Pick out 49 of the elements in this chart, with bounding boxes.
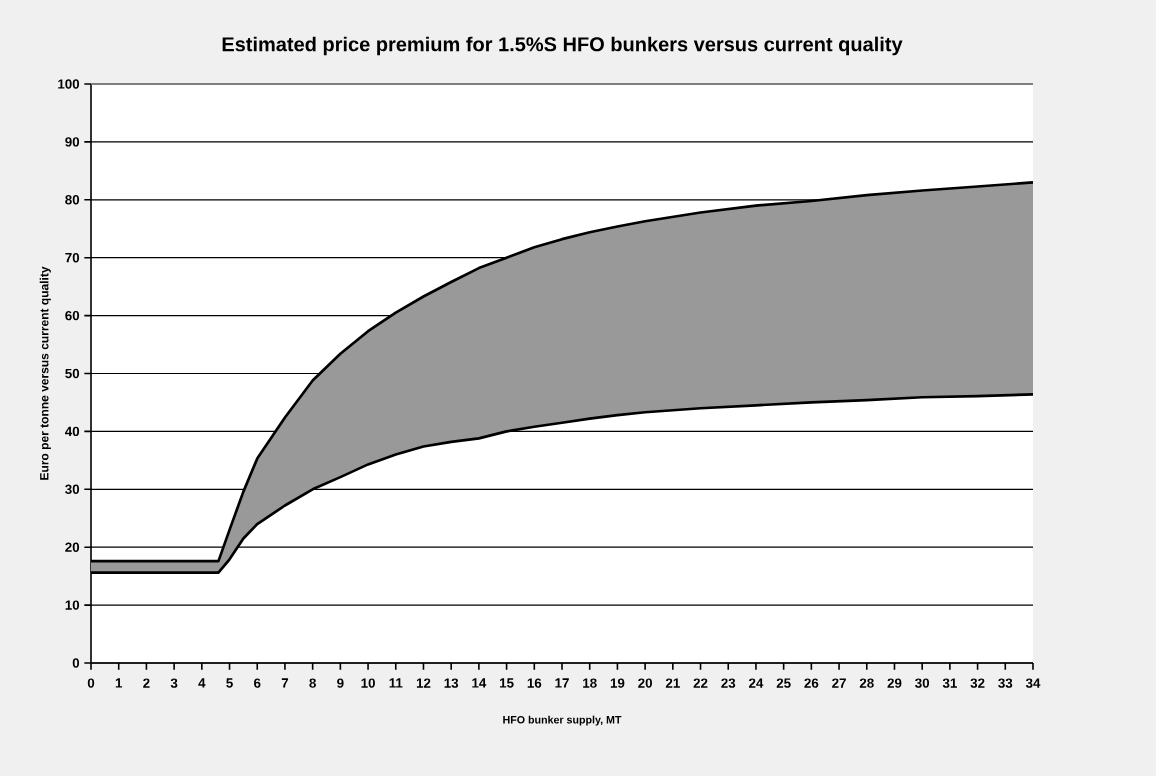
y-tick-label: 10 [65,600,80,610]
y-tick-label: 70 [65,252,80,263]
x-tick-label: 15 [500,678,514,688]
x-tick-label: 14 [472,678,487,688]
y-tick-label: 60 [65,310,80,321]
x-tick-label: 33 [998,678,1013,688]
x-tick-label: 27 [832,678,846,688]
x-tick-label: 0 [87,678,95,688]
x-tick-label: 24 [748,678,764,688]
y-tick-label: 80 [65,195,80,205]
x-axis-title: HFO bunker supply, MT [503,715,622,726]
x-tick-label: 26 [804,678,819,688]
x-tick-label: 5 [226,678,233,688]
x-tick-label: 32 [970,678,985,688]
x-tick-label: 1 [115,678,123,688]
x-tick-label: 16 [527,678,542,688]
x-tick-label: 23 [721,678,736,688]
y-tick-label: 20 [65,542,80,552]
x-tick-label: 22 [693,678,708,688]
x-tick-label: 30 [915,678,930,688]
x-tick-label: 20 [638,678,652,688]
x-tick-label: 29 [887,678,902,688]
x-tick-label: 17 [555,678,569,688]
y-axis-title: Euro per tonne versus current quality [39,266,51,480]
y-tick-label: 100 [58,79,80,89]
x-tick-label: 2 [143,678,150,688]
chart-title: Estimated price premium for 1.5%S HFO bunkers versus current quality [222,36,903,56]
x-tick-label: 34 [1025,678,1041,688]
x-tick-label: 11 [389,678,403,688]
x-tick-label: 3 [170,678,178,688]
x-tick-label: 13 [444,678,459,688]
x-tick-label: 4 [198,678,206,688]
x-tick-label: 10 [361,678,375,688]
x-tick-label: 28 [859,678,874,688]
y-tick-label: 50 [65,368,80,379]
x-tick-label: 12 [416,678,431,688]
x-tick-label: 7 [281,678,289,688]
x-tick-label: 25 [776,678,791,688]
y-tick-label: 30 [65,484,80,495]
x-tick-label: 6 [254,678,261,688]
x-tick-label: 18 [583,678,597,688]
y-tick-label: 40 [65,426,80,437]
y-tick-label: 90 [65,137,80,147]
x-tick-label: 9 [337,678,344,688]
x-tick-label: 8 [309,678,316,688]
x-tick-label: 21 [665,678,680,688]
x-tick-label: 31 [942,678,957,688]
x-tick-label: 19 [610,678,625,688]
y-tick-label: 0 [72,658,80,668]
